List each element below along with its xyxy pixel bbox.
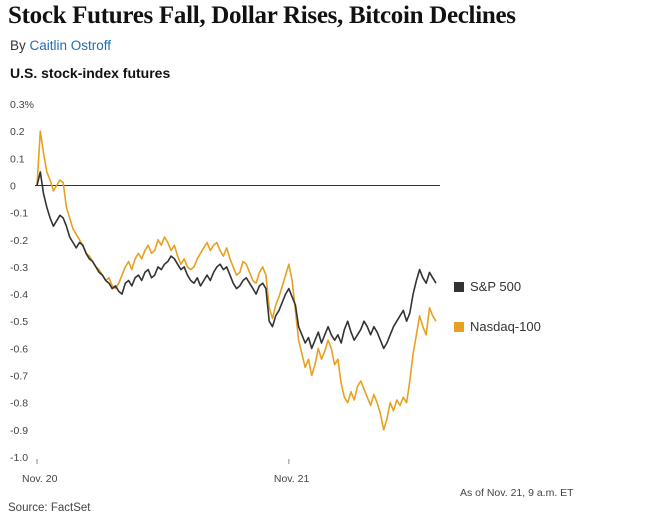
y-tick-label: 0 <box>10 180 16 192</box>
y-tick-label: -0.8 <box>10 398 28 410</box>
author-link[interactable]: Caitlin Ostroff <box>29 38 112 53</box>
source-note: Source: FactSet <box>8 502 91 514</box>
byline: By Caitlin Ostroff <box>10 38 111 53</box>
y-tick-label: -0.5 <box>10 316 28 328</box>
headline: Stock Futures Fall, Dollar Rises, Bitcoi… <box>8 2 516 29</box>
legend-label-nasdaq: Nasdaq-100 <box>470 319 541 334</box>
as-of-note: As of Nov. 21, 9 a.m. ET <box>460 487 574 499</box>
legend-swatch-sp500 <box>454 281 464 292</box>
series-line-nasdaq <box>36 130 437 431</box>
y-tick-label: 0.1 <box>10 153 25 165</box>
x-tick-label: Nov. 21 <box>274 473 310 485</box>
byline-prefix: By <box>10 38 30 53</box>
y-tick-label: -0.2 <box>10 235 28 247</box>
y-tick-label: 0.2 <box>10 126 25 138</box>
y-tick-label: -0.4 <box>10 289 28 301</box>
series-line-sp500 <box>36 171 437 350</box>
chart-title: U.S. stock-index futures <box>10 65 171 81</box>
y-tick-label: 0.3% <box>10 99 34 111</box>
y-tick-label: -0.6 <box>10 343 28 355</box>
y-tick-label: -0.7 <box>10 371 28 383</box>
legend-label-sp500: S&P 500 <box>470 279 522 294</box>
x-tick-label: Nov. 20 <box>22 473 58 485</box>
y-tick-label: -1.0 <box>10 452 28 464</box>
y-tick-label: -0.1 <box>10 208 28 220</box>
legend-swatch-nasdaq <box>454 321 464 332</box>
legend-item-sp500: S&P 500 <box>454 279 521 294</box>
y-tick-label: -0.9 <box>10 425 28 437</box>
y-tick-label: -0.3 <box>10 262 28 274</box>
legend-item-nasdaq: Nasdaq-100 <box>454 319 541 334</box>
